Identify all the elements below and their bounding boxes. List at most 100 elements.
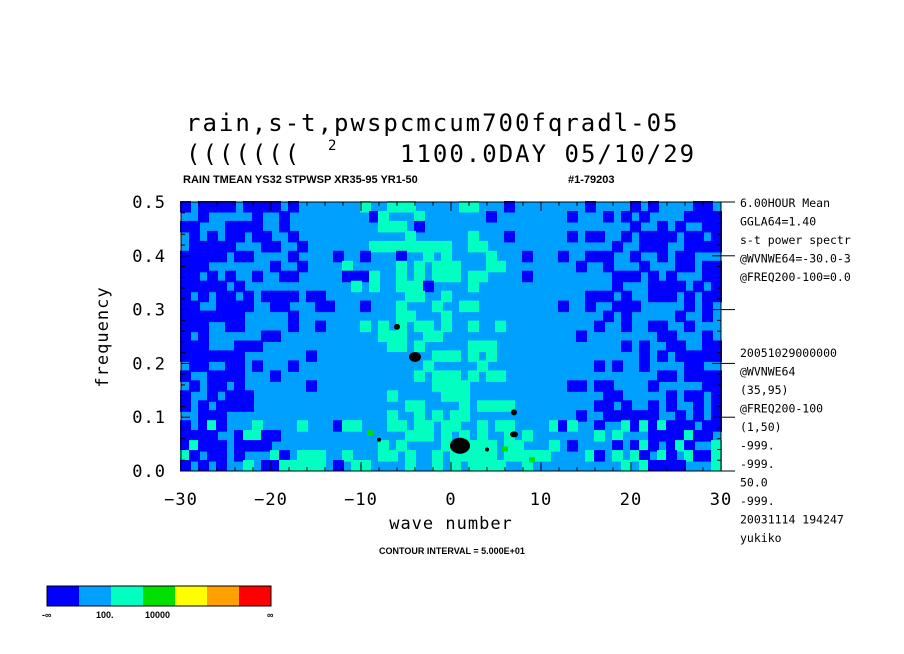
contour-cell (189, 450, 200, 462)
contour-cell (243, 340, 254, 352)
contour-cell (666, 280, 677, 293)
contour-cell (351, 420, 362, 432)
contour-cell (216, 460, 227, 472)
contour-cell (279, 220, 290, 233)
contour-cell (234, 320, 245, 333)
contour-cell (486, 260, 497, 273)
contour-cell (576, 330, 587, 342)
contour-cell (603, 380, 614, 392)
contour-cell (477, 450, 488, 462)
x-tick-label: 30 (710, 490, 732, 510)
contour-cell (180, 290, 191, 303)
contour-cell (630, 420, 641, 432)
contour-cell (621, 320, 632, 333)
contour-cell (189, 340, 200, 352)
contour-cell (405, 310, 416, 323)
contour-cell (234, 220, 245, 233)
peak-marker (394, 323, 400, 330)
x-tick-label: 20 (620, 490, 642, 510)
contour-cell (189, 380, 200, 392)
legend-label: 10000 (145, 610, 170, 620)
contour-cell (693, 201, 704, 213)
contour-cell (504, 450, 515, 462)
contour-cell (261, 230, 272, 243)
contour-cell (612, 450, 623, 462)
contour-cell (468, 240, 479, 253)
contour-cell (207, 430, 218, 442)
y-tick-label: 0.4 (132, 247, 166, 267)
contour-cell (252, 220, 263, 233)
contour-cell (342, 450, 353, 462)
contour-cell (459, 300, 470, 313)
side-info-line: (1,50) (740, 420, 782, 434)
contour-cell (432, 240, 443, 253)
contour-cell (639, 340, 650, 352)
contour-cell (504, 440, 515, 452)
contour-cell (396, 320, 407, 333)
contour-cell (441, 440, 452, 452)
contour-cell (684, 240, 695, 253)
contour-cell (468, 320, 479, 333)
contour-cell (207, 380, 218, 392)
contour-cell (621, 310, 632, 323)
contour-cell (657, 250, 668, 263)
contour-cell (702, 211, 713, 223)
contour-cell (234, 450, 245, 462)
contour-cell (675, 310, 686, 323)
contour-cell (702, 300, 713, 313)
contour-cell (432, 350, 443, 362)
contour-cell (612, 430, 623, 442)
contour-cell (297, 460, 308, 472)
contour-cell (270, 430, 281, 442)
chart-subtitle: RAIN TMEAN YS32 STPWSP XR35-95 YR1-50 (183, 174, 418, 186)
contour-cell (414, 340, 425, 352)
contour-cell (711, 400, 722, 412)
contour-cell (657, 280, 668, 293)
contour-cell (585, 201, 596, 213)
x-tick-label: 0 (445, 490, 456, 510)
contour-cell (216, 350, 227, 362)
contour-cell (405, 240, 416, 253)
contour-cell (603, 260, 614, 273)
contour-cell (198, 310, 209, 323)
contour-cell (180, 430, 191, 442)
contour-cell (702, 430, 713, 442)
contour-cell (502, 446, 508, 452)
contour-cell (666, 370, 677, 382)
contour-cell (621, 290, 632, 303)
contour-cell (621, 420, 632, 432)
contour-cell (603, 290, 614, 303)
contour-cell (675, 340, 686, 352)
contour-cell (657, 230, 668, 243)
contour-cell (198, 430, 209, 442)
contour-cell (324, 300, 335, 313)
contour-cell (396, 340, 407, 352)
y-tick-label: 0.0 (132, 462, 166, 482)
contour-cell (693, 410, 704, 422)
contour-cell (333, 460, 344, 472)
contour-cell (387, 390, 398, 402)
contour-cell (477, 460, 488, 472)
contour-cell (468, 460, 479, 472)
contour-cell (387, 420, 398, 432)
contour-cell (414, 270, 425, 283)
contour-cell (261, 240, 272, 253)
legend-swatch (111, 586, 143, 606)
contour-cell (585, 300, 596, 313)
contour-cell (270, 300, 281, 313)
contour-cell (351, 460, 362, 472)
contour-cell (594, 450, 605, 462)
contour-cell (585, 250, 596, 263)
contour-cell (711, 230, 722, 243)
contour-cell (693, 350, 704, 362)
contour-cell (684, 440, 695, 452)
contour-cell (297, 260, 308, 273)
side-info-line: GGLA64=1.40 (740, 215, 816, 229)
contour-cell (252, 430, 263, 442)
contour-cell (225, 370, 236, 382)
contour-cell (396, 220, 407, 233)
contour-cell (621, 270, 632, 283)
contour-cell (288, 460, 299, 472)
contour-cell (711, 380, 722, 392)
contour-cell (468, 230, 479, 243)
